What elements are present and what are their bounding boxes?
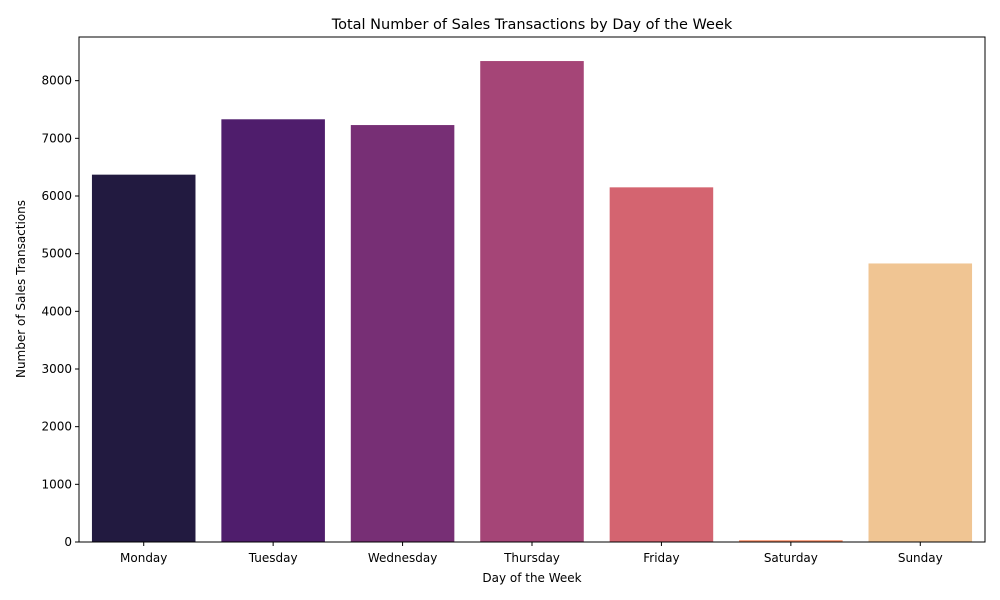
x-tick-label: Thursday — [503, 551, 560, 565]
bar-friday — [609, 187, 714, 542]
bar-wednesday — [350, 125, 455, 542]
bar-sunday — [868, 263, 973, 542]
x-axis-title: Day of the Week — [482, 571, 581, 585]
plot-frame — [78, 36, 986, 543]
x-tick-label: Saturday — [764, 551, 818, 565]
y-axis: 0 1000 2000 3000 4000 5000 6000 7000 8000 — [41, 74, 79, 549]
x-tick-label: Tuesday — [248, 551, 298, 565]
y-tick-label: 8000 — [41, 74, 72, 88]
y-tick-label: 3000 — [41, 362, 72, 376]
y-tick-label: 4000 — [41, 304, 72, 318]
y-tick-label: 5000 — [41, 247, 72, 261]
x-tick-label: Sunday — [898, 551, 943, 565]
x-axis: Monday Tuesday Wednesday Thursday Friday Satu… — [120, 542, 943, 565]
x-tick-label: Friday — [643, 551, 679, 565]
x-tick-label: Wednesday — [368, 551, 437, 565]
x-tick-label: Monday — [120, 551, 167, 565]
y-tick-label: 2000 — [41, 420, 72, 434]
chart-title: Total Number of Sales Transactions by Da… — [331, 17, 733, 33]
y-tick-label: 6000 — [41, 189, 72, 203]
bar-saturday — [739, 540, 843, 542]
bars-group — [91, 61, 973, 543]
bar-thursday — [480, 61, 584, 543]
bar-monday — [91, 174, 196, 542]
bar-tuesday — [221, 119, 325, 542]
y-tick-label: 0 — [64, 535, 72, 549]
y-axis-title: Number of Sales Transactions — [14, 200, 28, 378]
y-tick-label: 1000 — [41, 477, 72, 491]
y-tick-label: 7000 — [41, 131, 72, 145]
